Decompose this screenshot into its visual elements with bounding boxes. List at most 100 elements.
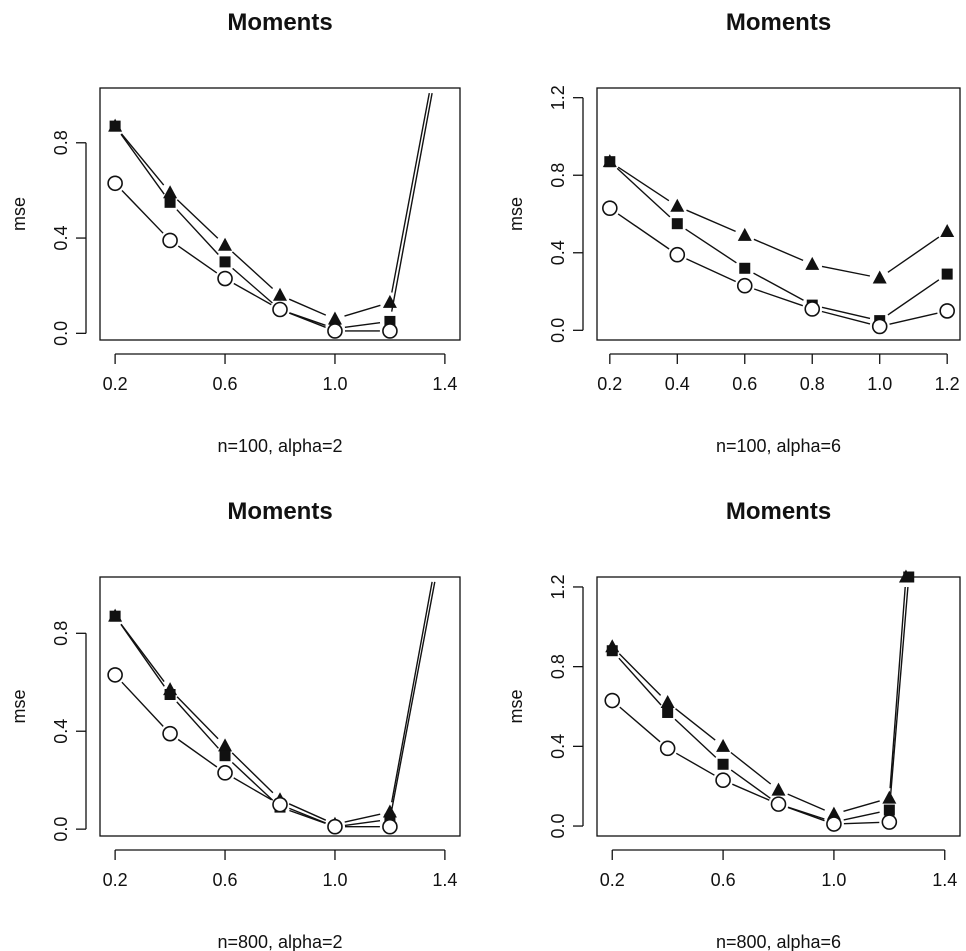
data-point-square [164,196,176,208]
data-point-circle [871,318,888,335]
data-point-square [604,156,616,168]
x-tick-label: 0.2 [103,870,128,890]
data-point-circle [669,246,686,263]
data-point-circle [939,303,955,319]
data-point-square [219,256,231,268]
x-tick-label: 1.0 [867,374,892,394]
data-point-triangle [218,738,233,752]
y-axis-label: mse [506,197,526,231]
plot-frame [99,87,461,341]
y-tick-label: 0.4 [548,240,568,265]
x-tick-label: 1.4 [932,870,957,890]
series-line-triangle [617,166,940,277]
data-point-square [941,268,953,280]
data-point-circle [162,232,178,249]
series-line-circle [121,190,380,332]
x-tick-label: 0.2 [600,870,625,890]
y-tick-label: 1.2 [548,574,568,599]
data-point-circle [107,667,123,683]
x-axis-label: n=800, alpha=2 [217,932,342,951]
data-point-circle [382,323,398,339]
data-point-square [739,262,751,274]
series-line-triangle [120,581,433,823]
y-tick-label: 0.0 [548,318,568,343]
x-tick-label: 1.0 [322,374,347,394]
data-point-square [164,689,176,701]
data-point-triangle [805,256,820,270]
data-point-circle [217,270,233,287]
series-line-square [120,92,433,328]
y-tick-label: 0.0 [51,817,71,842]
data-point-circle [272,796,288,813]
data-point-circle [736,277,753,294]
data-point-triangle [940,223,955,237]
data-point-circle [382,818,398,835]
series-line-triangle [618,586,906,812]
series-line-circle [619,706,880,825]
data-point-triangle [163,185,178,199]
y-tick-label: 0.4 [51,719,71,744]
x-tick-label: 1.4 [432,374,457,394]
y-axis-label: mse [9,689,29,723]
y-tick-label: 0.8 [51,621,71,646]
series-line-square [120,581,436,827]
x-axis-label: n=100, alpha=6 [716,436,841,456]
data-point-square [606,645,618,657]
chart-title: Moments [726,498,831,525]
x-tick-label: 0.2 [597,374,622,394]
y-axis-label: mse [506,689,526,723]
data-point-square [903,571,915,583]
chart-title: Moments [227,498,332,525]
data-point-circle [217,765,233,781]
data-point-triangle [660,695,675,709]
data-point-circle [659,740,676,757]
x-axis-label: n=100, alpha=2 [217,436,342,456]
plot-frame [596,576,961,837]
data-point-square [109,610,121,622]
data-point-triangle [882,790,897,804]
chart-title: Moments [726,9,831,36]
plot-frame [99,576,461,837]
data-point-circle [107,175,123,192]
chart-title: Moments [227,9,332,36]
data-point-circle [602,200,618,216]
x-tick-label: 0.2 [103,374,128,394]
y-tick-label: 0.8 [548,654,568,679]
x-tick-label: 1.0 [322,870,347,890]
y-tick-label: 0.8 [51,130,71,155]
x-tick-label: 1.4 [432,870,457,890]
data-point-triangle [327,311,342,325]
series-line-square [616,167,940,320]
data-point-square [662,706,674,718]
data-point-square [671,218,683,230]
x-tick-label: 0.8 [800,374,825,394]
data-point-square [883,804,895,816]
data-point-circle [804,301,821,317]
data-point-circle [327,818,343,835]
x-tick-label: 0.6 [711,870,736,890]
data-point-circle [604,692,621,709]
data-point-circle [272,301,288,318]
x-axis-label: n=800, alpha=6 [716,932,841,951]
data-point-circle [162,725,178,742]
data-point-square [219,750,231,762]
series-line-square [618,586,909,821]
series-line-circle [617,213,938,325]
data-point-triangle [670,198,685,212]
y-tick-label: 1.2 [548,85,568,110]
y-tick-label: 0.0 [548,814,568,839]
x-tick-label: 1.0 [821,870,846,890]
data-point-circle [715,772,731,789]
data-point-triangle [826,806,841,820]
y-tick-label: 0.4 [548,734,568,759]
panel-1: Moments n=100, alpha=2 mse 0.2 0.6 1.0 1.4 0.0 0… [9,9,461,456]
data-point-triangle [771,782,786,796]
panel-2: Moments n=100, alpha=6 mse 0.2 0.4 0.6 0.8 1.0 1… [506,9,961,456]
data-point-square [109,120,121,132]
y-tick-label: 0.8 [548,163,568,188]
series-line-circle [121,681,380,828]
data-point-triangle [273,287,287,301]
data-point-square [384,315,396,327]
plot-frame [596,87,961,341]
